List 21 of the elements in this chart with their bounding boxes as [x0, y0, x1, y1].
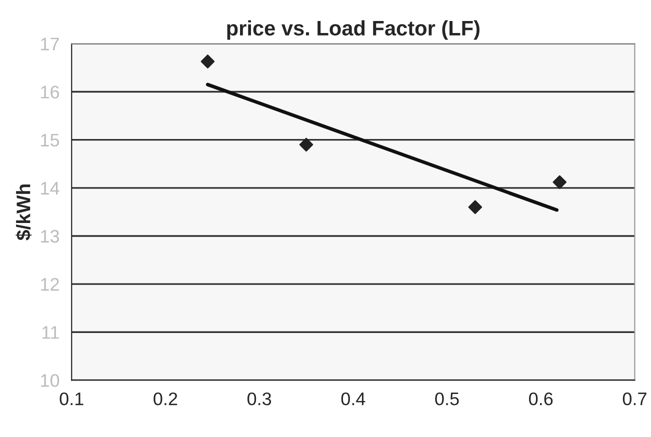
y-tick-label: 12 [41, 278, 59, 291]
y-tick-label: 10 [41, 374, 60, 387]
y-tick-label: 16 [41, 86, 60, 98]
x-tick-label: 0.5 [435, 392, 459, 406]
x-tick-label: 0.2 [154, 392, 178, 406]
point [200, 54, 215, 68]
x-tick-label: 0.4 [341, 392, 366, 406]
y-tick-label: 13 [41, 230, 60, 243]
y-axis-title: $/kWh [16, 184, 32, 240]
point [299, 138, 314, 152]
x-tick-label: 0.6 [529, 392, 553, 406]
x-tick-label: 0.1 [60, 392, 84, 406]
point [552, 175, 567, 190]
chart-title: price vs. Load Factor (LF) [227, 20, 480, 40]
x-tick-label: 0.3 [247, 392, 272, 406]
x-tick-label: 0.7 [622, 392, 646, 406]
y-tick-label: 15 [41, 134, 60, 147]
y-tick-label: 14 [41, 182, 60, 194]
point [468, 200, 482, 214]
y-tick-label: 17 [41, 38, 59, 50]
y-tick-label: 11 [42, 326, 59, 339]
